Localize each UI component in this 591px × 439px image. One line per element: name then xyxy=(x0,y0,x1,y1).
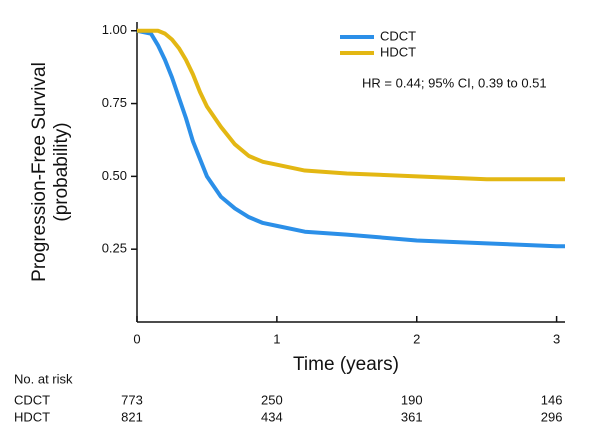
risk-count: 821 xyxy=(121,409,143,424)
x-tick-label: 1 xyxy=(273,331,280,346)
y-tick-label: 0.75 xyxy=(102,95,127,110)
risk-count: 773 xyxy=(121,392,143,407)
risk-row-name: HDCT xyxy=(14,409,50,424)
legend-label: HDCT xyxy=(380,44,416,59)
survival-line xyxy=(136,28,565,249)
risk-row-name: CDCT xyxy=(14,392,50,407)
y-axis-label: Progression-Free Survival xyxy=(29,62,50,282)
y-axis-label: (probability) xyxy=(51,122,72,221)
risk-count: 190 xyxy=(401,392,423,407)
y-tick-label: 0.50 xyxy=(102,168,127,183)
risk-count: 250 xyxy=(261,392,283,407)
annotation: HR = 0.44; 95% CI, 0.39 to 0.51 xyxy=(362,75,547,90)
risk-count: 361 xyxy=(401,409,423,424)
y-tick-label: 0.25 xyxy=(102,241,127,256)
legend-label: CDCT xyxy=(380,28,416,43)
x-tick-label: 3 xyxy=(553,331,560,346)
risk-table-title: No. at risk xyxy=(14,371,73,386)
x-tick-label: 0 xyxy=(133,331,140,346)
risk-count: 146 xyxy=(541,392,563,407)
x-tick-label: 2 xyxy=(413,331,420,346)
risk-count: 434 xyxy=(261,409,283,424)
survival-line xyxy=(137,28,565,182)
x-axis-label: Time (years) xyxy=(293,354,399,375)
risk-count: 296 xyxy=(541,409,563,424)
y-tick-label: 1.00 xyxy=(102,22,127,37)
